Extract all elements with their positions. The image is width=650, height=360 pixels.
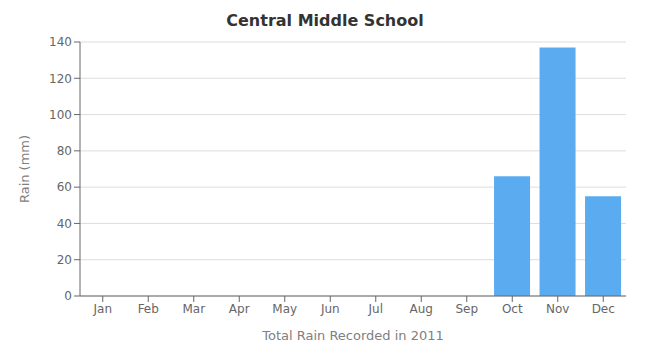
svg-text:Nov: Nov [546,302,569,316]
svg-text:60: 60 [57,180,72,194]
svg-text:Sep: Sep [455,302,478,316]
svg-text:120: 120 [49,72,72,86]
svg-text:20: 20 [57,253,72,267]
svg-text:Jan: Jan [93,302,113,316]
html-text:Central Middle School: Central Middle School [226,11,424,30]
svg-text:40: 40 [57,217,72,231]
svg-text:Dec: Dec [592,302,615,316]
svg-text:Feb: Feb [138,302,159,316]
svg-text:0: 0 [64,289,72,303]
svg-text:140: 140 [49,35,72,49]
svg-text:Jul: Jul [368,302,383,316]
svg-text:80: 80 [57,144,72,158]
svg-text:Oct: Oct [502,302,523,316]
svg-text:May: May [272,302,297,316]
svg-text:Rain (mm): Rain (mm) [17,135,32,203]
svg-text:Total Rain Recorded in 2011: Total Rain Recorded in 2011 [261,328,444,343]
svg-text:100: 100 [49,108,72,122]
svg-text:Jun: Jun [320,302,340,316]
svg-text:Mar: Mar [182,302,205,316]
svg-text:Aug: Aug [410,302,433,316]
svg-text:Apr: Apr [229,302,250,316]
